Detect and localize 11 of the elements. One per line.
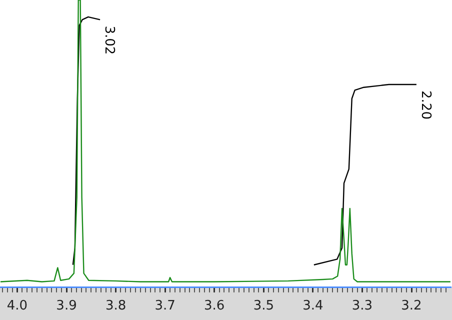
- x-tick-label: 3.4: [302, 298, 324, 314]
- x-tick-label: 3.6: [204, 298, 225, 314]
- x-tick-label: 3.7: [154, 298, 176, 314]
- x-tick-label: 3.8: [105, 298, 126, 314]
- x-tick-label: 3.9: [56, 298, 77, 314]
- x-tick-label: 3.2: [401, 298, 422, 314]
- x-tick-label: 4.0: [6, 298, 28, 314]
- x-tick-label: 3.5: [253, 298, 274, 314]
- annotation: 2.20: [418, 90, 434, 120]
- annotation: 3.02: [102, 26, 117, 55]
- x-tick-label: 3.3: [352, 298, 373, 314]
